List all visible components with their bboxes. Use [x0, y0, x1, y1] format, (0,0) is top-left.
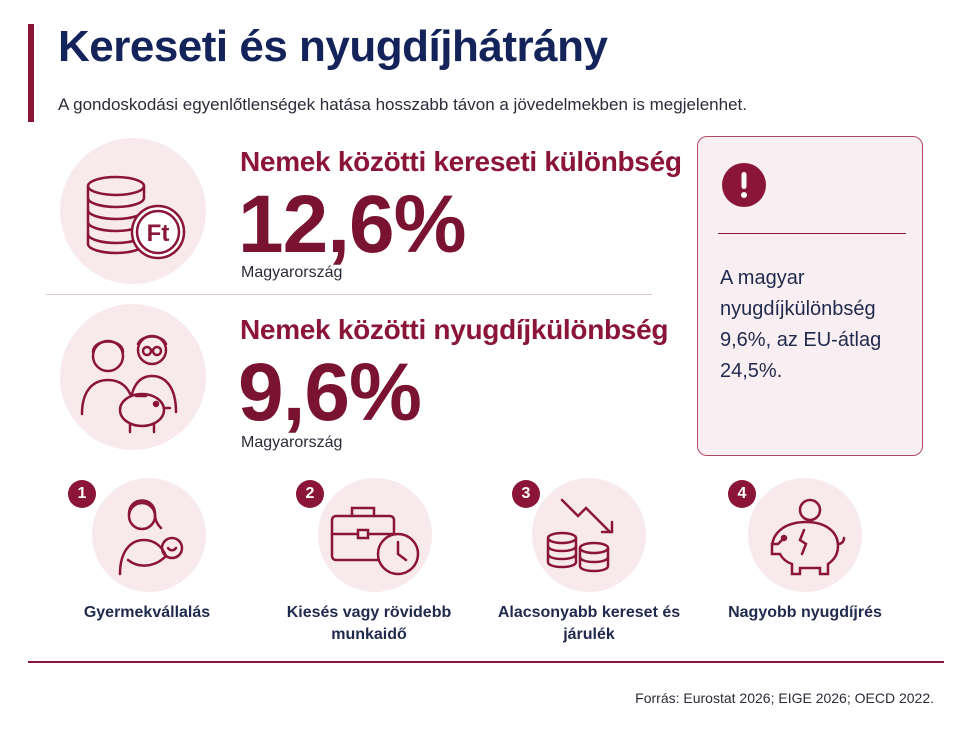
elderly-couple-piggybank-icon [60, 304, 206, 450]
factor-4-badge: 4 [728, 480, 756, 508]
factor-1-label: Gyermekvállalás [83, 604, 211, 621]
callout-card: A magyar nyugdíjkülönbség 9,6%, az EU-át… [697, 136, 923, 456]
factor-4-label: Nagyobb nyugdíjrés [728, 604, 882, 621]
page-title: Kereseti és nyugdíjhátrány [58, 22, 608, 71]
exclamation-icon [722, 163, 766, 207]
pension-gap-region: Magyarország [241, 434, 343, 451]
page-subtitle: A gondoskodási egyenlőtlenségek hatása h… [58, 95, 747, 114]
briefcase-clock-icon [318, 478, 432, 592]
factor-3-label: Alacsonyabb kereset és járulék [497, 604, 681, 643]
pension-gap-label: Nemek közötti nyugdíjkülönbség [240, 314, 669, 345]
piggybank-crack-icon [748, 478, 862, 592]
footer-rule [28, 661, 944, 663]
coins-forint-icon: Ft [60, 138, 206, 284]
factor-3-badge: 3 [512, 480, 540, 508]
earnings-gap-label: Nemek közötti kereseti különbség [240, 146, 682, 177]
callout-text: A magyar nyugdíjkülönbség 9,6%, az EU-át… [720, 267, 882, 382]
svg-text:Ft: Ft [147, 220, 170, 247]
stats-divider [46, 294, 652, 295]
earnings-gap-value: 12,6% [238, 179, 467, 270]
factor-2-badge: 2 [296, 480, 324, 508]
callout-divider [718, 233, 906, 234]
mother-baby-icon [92, 478, 206, 592]
title-accent-bar [28, 24, 34, 122]
pension-gap-value: 9,6% [238, 347, 422, 438]
factor-1-badge: 1 [68, 480, 96, 508]
earnings-gap-region: Magyarország [241, 264, 343, 281]
source-note: Forrás: Eurostat 2026; EIGE 2026; OECD 2… [635, 690, 934, 706]
factor-2-label: Kiesés vagy rövidebb munkaidő [286, 604, 452, 643]
coins-down-arrow-icon [532, 478, 646, 592]
